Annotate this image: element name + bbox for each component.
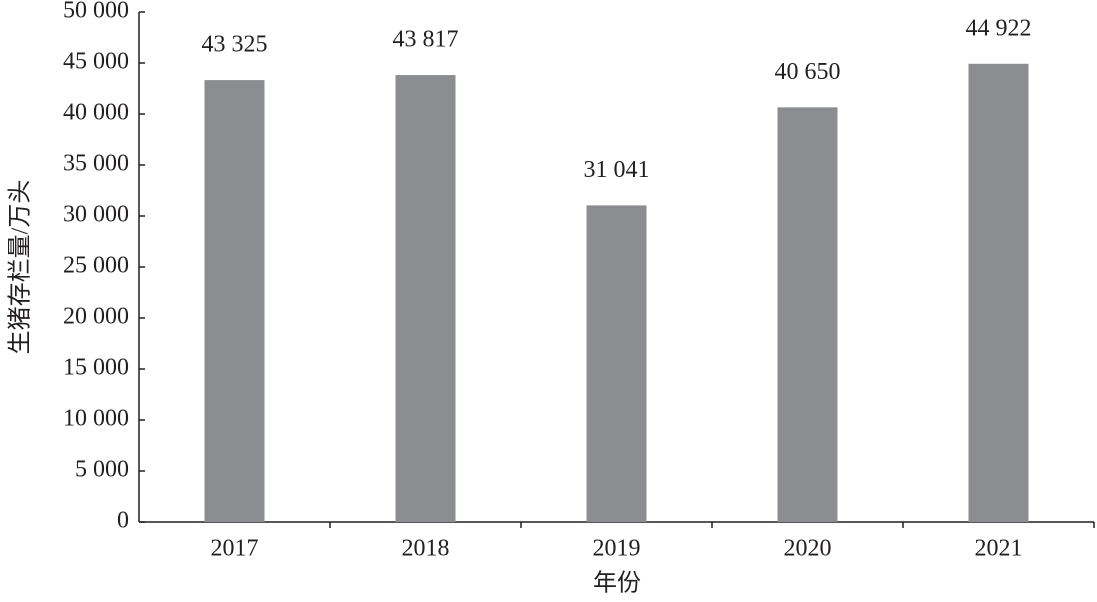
y-tick-label: 25 000 xyxy=(63,253,129,279)
x-tick-label: 2018 xyxy=(402,536,450,562)
bar xyxy=(204,80,265,523)
y-tick-label: 40 000 xyxy=(63,100,129,126)
value-label: 40 650 xyxy=(775,59,841,85)
bar xyxy=(395,75,456,523)
x-tick-label: 2019 xyxy=(593,536,641,562)
bar xyxy=(586,205,647,522)
y-tick-label: 15 000 xyxy=(63,355,129,381)
x-tick-label: 2017 xyxy=(211,536,259,562)
value-label: 44 922 xyxy=(966,15,1032,41)
value-label: 43 325 xyxy=(202,32,268,58)
y-tick-label: 50 000 xyxy=(63,0,129,24)
y-tick-label: 10 000 xyxy=(63,406,129,432)
y-tick-label: 35 000 xyxy=(63,151,129,177)
y-tick-label: 20 000 xyxy=(63,304,129,330)
x-tick-label: 2021 xyxy=(975,536,1023,562)
y-tick-label: 0 xyxy=(117,508,129,534)
y-tick-label: 45 000 xyxy=(63,49,129,75)
x-tick-label: 2020 xyxy=(784,536,832,562)
x-axis-label: 年份 xyxy=(593,570,641,597)
bar xyxy=(968,63,1029,523)
y-tick-label: 5 000 xyxy=(75,457,129,483)
y-axis-label: 生猪存栏量/万头 xyxy=(7,180,34,355)
value-label: 31 041 xyxy=(584,157,650,183)
y-tick-label: 30 000 xyxy=(63,202,129,228)
bar xyxy=(777,107,838,523)
value-label: 43 817 xyxy=(393,27,459,53)
